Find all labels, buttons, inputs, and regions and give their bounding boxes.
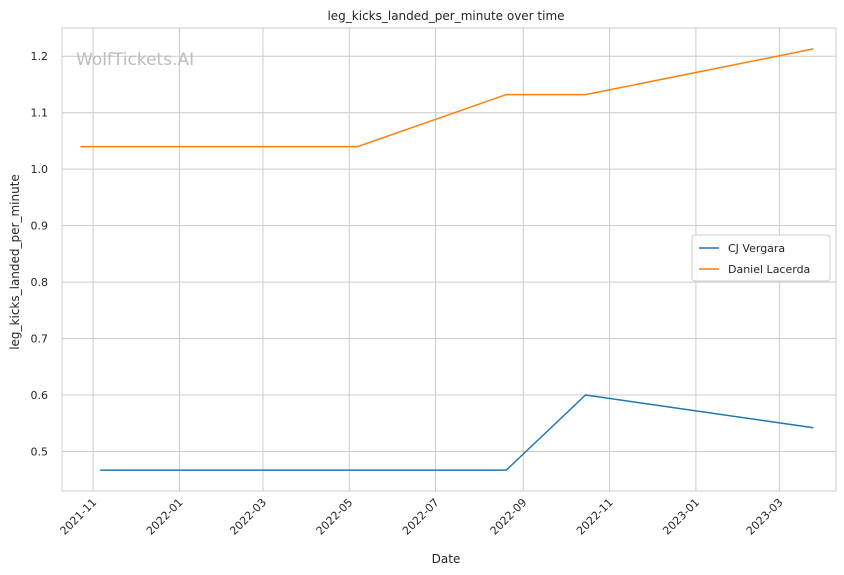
y-tick-label: 0.8 [31,276,49,289]
plot-area [61,27,837,492]
y-axis-label: leg_kicks_landed_per_minute [8,174,22,350]
series-line-cj-vergara [100,394,814,471]
legend-label: Daniel Lacerda [728,263,810,276]
legend: CJ Vergara Daniel Lacerda [691,234,831,282]
y-tick-label: 1.1 [31,107,49,120]
grid-lines [62,28,836,491]
y-tick-label: 0.5 [31,445,49,458]
series-layer [80,48,814,471]
y-tick-label: 1.0 [31,163,49,176]
x-axis-label: Date [432,552,461,566]
series-line-daniel-lacerda [80,48,814,148]
y-axis-ticks: 0.5 0.6 0.7 0.8 0.9 1.0 1.1 1.2 [31,50,49,458]
legend-box [691,234,831,282]
y-tick-label: 1.2 [31,50,49,63]
y-tick-label: 0.7 [31,333,49,346]
watermark: WolfTickets.AI [76,50,194,70]
y-tick-label: 0.9 [31,220,49,233]
chart-title: leg_kicks_landed_per_minute over time [327,9,564,23]
y-tick-label: 0.6 [31,389,49,402]
legend-label: CJ Vergara [728,242,785,255]
